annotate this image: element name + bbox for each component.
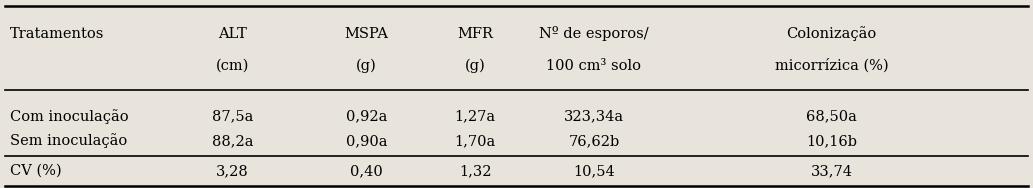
- Text: CV (%): CV (%): [10, 164, 62, 178]
- Text: 10,16b: 10,16b: [806, 134, 857, 148]
- Text: MSPA: MSPA: [345, 27, 388, 41]
- Text: 3,28: 3,28: [216, 164, 249, 178]
- Text: (g): (g): [356, 59, 377, 73]
- Text: Tratamentos: Tratamentos: [10, 27, 104, 41]
- Text: Nº de esporos/: Nº de esporos/: [539, 26, 649, 41]
- Text: (g): (g): [465, 59, 486, 73]
- Text: 10,54: 10,54: [573, 164, 615, 178]
- Text: Com inoculação: Com inoculação: [10, 109, 129, 124]
- Text: 1,70a: 1,70a: [455, 134, 496, 148]
- Text: 100 cm³ solo: 100 cm³ solo: [546, 59, 641, 73]
- Text: ALT: ALT: [218, 27, 247, 41]
- Text: 88,2a: 88,2a: [212, 134, 253, 148]
- Text: (cm): (cm): [216, 59, 249, 73]
- Text: 0,92a: 0,92a: [346, 110, 387, 124]
- Text: MFR: MFR: [458, 27, 493, 41]
- Text: 68,50a: 68,50a: [806, 110, 857, 124]
- Text: 0,40: 0,40: [350, 164, 383, 178]
- Text: 0,90a: 0,90a: [346, 134, 387, 148]
- Text: 1,32: 1,32: [459, 164, 492, 178]
- Text: 1,27a: 1,27a: [455, 110, 496, 124]
- Text: Colonização: Colonização: [786, 26, 877, 41]
- Text: 33,74: 33,74: [811, 164, 852, 178]
- Text: 323,34a: 323,34a: [564, 110, 624, 124]
- Text: 87,5a: 87,5a: [212, 110, 253, 124]
- Text: 76,62b: 76,62b: [568, 134, 620, 148]
- Text: Sem inoculação: Sem inoculação: [10, 133, 128, 149]
- Text: micorrízica (%): micorrízica (%): [775, 59, 888, 73]
